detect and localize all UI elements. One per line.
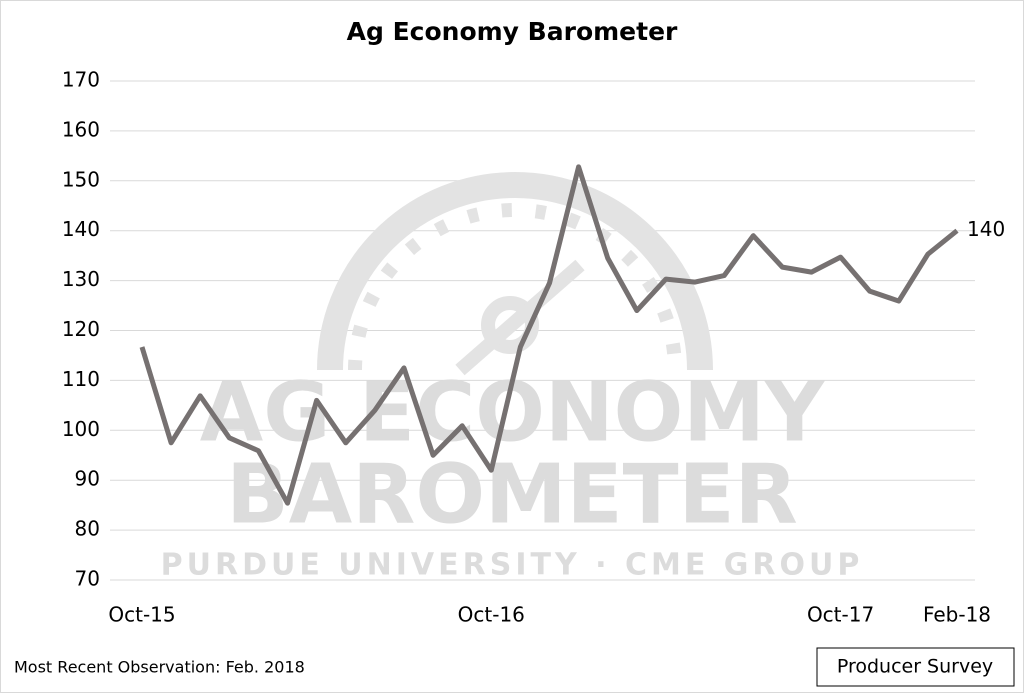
y-tick-label: 70: [75, 567, 100, 591]
y-tick-label: 160: [62, 117, 100, 141]
watermark-gauge: [317, 172, 713, 376]
y-tick-label: 120: [62, 317, 100, 341]
y-tick-label: 80: [75, 517, 100, 541]
legend-entry: Producer Survey: [837, 656, 993, 678]
y-tick-label: 90: [75, 467, 100, 491]
x-tick-label: Feb-18: [923, 603, 991, 627]
line-series: [139, 164, 959, 506]
x-tick-label: Oct-15: [108, 603, 175, 627]
x-tick-label: Oct-16: [458, 603, 525, 627]
data-label: 140: [967, 217, 1005, 241]
y-tick-label: 140: [62, 217, 100, 241]
note: Most Recent Observation: Feb. 2018: [14, 658, 305, 677]
legend-box: [816, 647, 1015, 687]
chart-title: Ag Economy Barometer: [347, 17, 678, 46]
watermark: BAROMETER: [226, 447, 798, 542]
y-tick-label: 100: [62, 417, 100, 441]
y-tick-label: 110: [62, 367, 100, 391]
y-tick-label: 150: [62, 167, 100, 191]
y-tick-label: 130: [62, 267, 100, 291]
y-tick-label: 170: [62, 68, 100, 92]
watermark: PURDUE UNIVERSITY · CME GROUP: [161, 548, 864, 583]
x-tick-label: Oct-17: [807, 603, 874, 627]
